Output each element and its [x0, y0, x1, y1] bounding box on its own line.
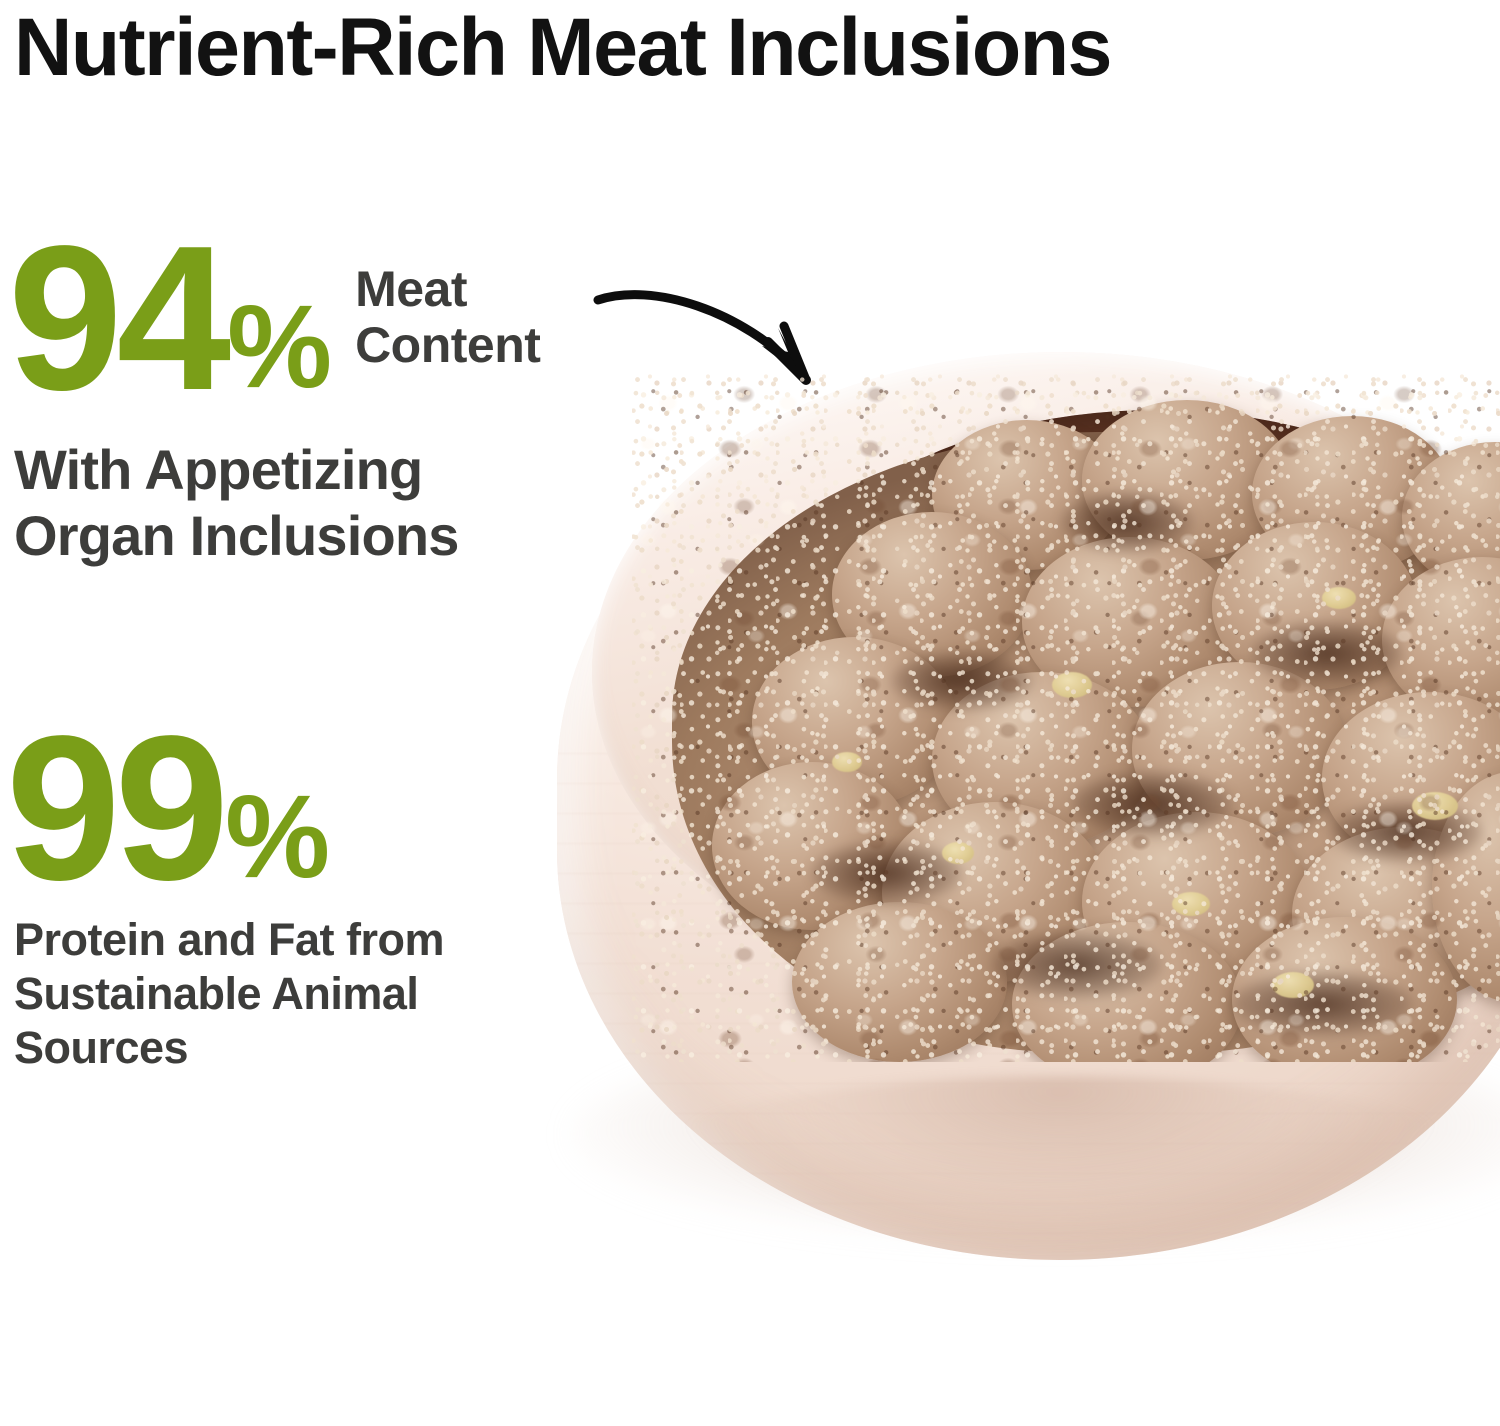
product-photo-bowl: [500, 340, 1500, 1340]
stat-number-94: 94: [8, 203, 231, 433]
food-crevice: [1332, 802, 1482, 862]
organ-inclusion-fleck: [1322, 587, 1356, 609]
organ-inclusion-fleck: [1052, 672, 1092, 698]
bowl-foot-shading: [620, 1076, 1500, 1276]
food-crevice: [812, 842, 962, 904]
stat-block-protein-fat: 99 %: [6, 693, 330, 923]
organ-inclusion-fleck: [1412, 792, 1458, 820]
stat-row: 99 %: [6, 693, 330, 923]
food-crevice: [1252, 622, 1402, 684]
stat-subtext-organ-inclusions: With Appetizing Organ Inclusions: [14, 438, 459, 567]
food-clump: [792, 902, 1007, 1062]
food-crevice: [1062, 492, 1192, 552]
food-crevice: [1072, 772, 1232, 836]
stat-row: 94 % Meat Content: [8, 203, 541, 433]
stat-caption-meat-content: Meat Content: [355, 261, 541, 373]
food-mound: [632, 372, 1500, 1062]
stat-number-99: 99: [6, 693, 229, 923]
stat-percent-sign: %: [225, 771, 330, 903]
food-crevice: [892, 652, 1032, 710]
stat-percent-sign: %: [227, 281, 332, 413]
organ-inclusion-fleck: [832, 752, 862, 772]
stat-subtext-sustainable-sources: Protein and Fat from Sustainable Animal …: [14, 914, 445, 1073]
stat-block-meat-content: 94 % Meat Content: [8, 203, 541, 433]
food-crevice: [992, 932, 1162, 998]
organ-inclusion-fleck: [942, 842, 974, 864]
organ-inclusion-fleck: [1172, 892, 1210, 916]
organ-inclusion-fleck: [1272, 972, 1314, 998]
food-crevice: [1232, 972, 1412, 1036]
page-title: Nutrient-Rich Meat Inclusions: [14, 2, 1112, 93]
